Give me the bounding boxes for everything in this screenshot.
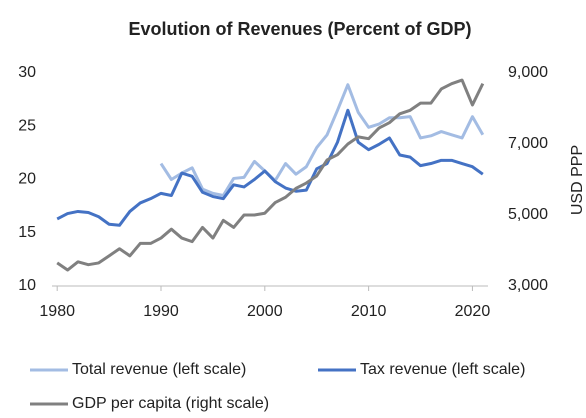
x-tick-label: 2010 [351, 303, 387, 320]
legend-label: Total revenue (left scale) [72, 361, 246, 378]
chart-title: Evolution of Revenues (Percent of GDP) [128, 19, 471, 39]
x-tick-label: 1980 [39, 303, 75, 320]
y2-tick-label: 9,000 [508, 64, 548, 81]
x-tick-label: 1990 [143, 303, 179, 320]
y2-tick-label: 5,000 [508, 206, 548, 223]
y2-tick-label: 7,000 [508, 135, 548, 152]
y2-axis-label: USD PPP [569, 145, 586, 215]
x-tick-label: 2020 [455, 303, 491, 320]
legend-label: GDP per capita (right scale) [72, 395, 269, 412]
y2-tick-label: 3,000 [508, 277, 548, 294]
y-tick-label: 10 [18, 277, 36, 294]
y-tick-label: 25 [18, 117, 36, 134]
legend-label: Tax revenue (left scale) [360, 361, 525, 378]
y-tick-label: 20 [18, 171, 36, 188]
y-tick-label: 30 [18, 64, 36, 81]
x-tick-label: 2000 [247, 303, 283, 320]
series-line [159, 83, 485, 197]
series-line [56, 78, 485, 272]
series-line [56, 108, 484, 227]
y-tick-label: 15 [18, 224, 36, 241]
